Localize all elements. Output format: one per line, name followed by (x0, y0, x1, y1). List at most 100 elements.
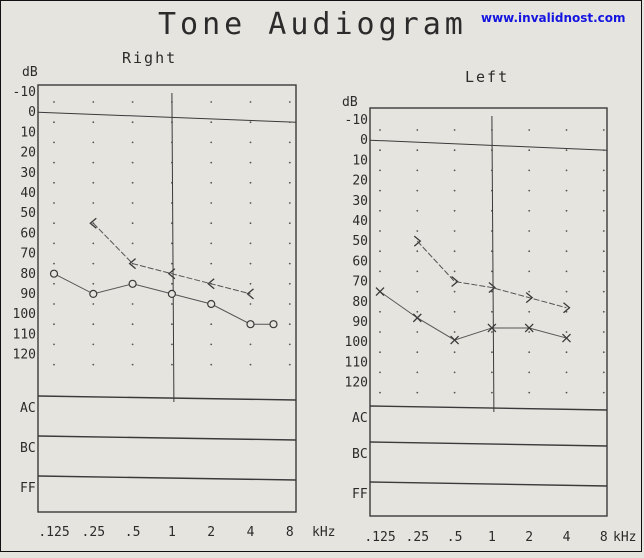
y-tick-label: 110 (13, 327, 36, 342)
grid-dot (416, 371, 419, 374)
plot-frame (369, 107, 608, 517)
x-tick-label: .5 (125, 525, 141, 540)
grid-dot (210, 363, 213, 366)
grid-dot (379, 169, 381, 172)
grid-dot (171, 282, 173, 285)
y-tick-label: 50 (352, 234, 368, 249)
x-unit-label: kHz (312, 525, 335, 540)
grid-dot (53, 222, 55, 225)
grid-dot (53, 161, 55, 164)
data-point-cross (375, 287, 385, 297)
grid-dot (528, 391, 531, 394)
grid-dot (249, 202, 252, 204)
grid-dot (379, 310, 381, 313)
x-tick-label: 4 (563, 530, 571, 545)
grid-dot (379, 270, 381, 273)
grid-dot (249, 161, 252, 164)
data-point-circle (246, 320, 255, 329)
grid-dot (131, 161, 134, 164)
data-point-bracket (413, 235, 422, 247)
grid-dot (416, 169, 419, 172)
grid-dot (210, 242, 213, 245)
x-tick-label: .25 (406, 530, 429, 545)
grid-dot (602, 129, 605, 131)
grid-dot (249, 101, 252, 103)
y-tick-label: -10 (13, 85, 36, 100)
grid-dot (53, 282, 55, 285)
grid-dot (528, 250, 531, 253)
grid-dot (453, 270, 456, 273)
grid-dot (92, 161, 95, 164)
grid-dot (131, 202, 134, 204)
grid-dot (602, 310, 605, 313)
data-point-bracket (128, 258, 137, 270)
grid-dot (210, 121, 213, 124)
grid-dot (53, 181, 55, 184)
grid-dot (528, 290, 531, 293)
grid-dot (453, 230, 456, 232)
grid-dot (416, 149, 419, 152)
grid-dot (288, 181, 291, 184)
grid-dot (288, 101, 291, 103)
data-point-bracket (451, 276, 459, 287)
chart-right: RightdBACBCFF-10010203040506070809010011… (13, 49, 336, 540)
grid-dot (453, 169, 456, 172)
grid-dot (528, 149, 531, 152)
grid-dot (602, 270, 605, 273)
grid-dot (453, 391, 456, 394)
grid-dot (92, 101, 95, 103)
grid-dot (528, 189, 531, 192)
grid-dot (416, 391, 419, 394)
y-tick-label: 10 (352, 153, 368, 168)
grid-dot (249, 141, 252, 144)
grid-dot (131, 323, 134, 326)
grid-dot (379, 129, 381, 131)
data-point-cross (487, 323, 497, 333)
grid-dot (379, 371, 381, 374)
grid-dot (53, 242, 55, 245)
grid-dot (288, 363, 291, 366)
grid-dot (602, 189, 605, 192)
data-point-bracket (563, 302, 571, 314)
grid-dot (379, 391, 381, 394)
grid-dot (131, 121, 134, 124)
grid-dot (210, 141, 213, 144)
grid-dot (379, 250, 381, 253)
grid-dot (602, 169, 605, 172)
grid-dot (92, 363, 95, 366)
grid-dot (131, 242, 134, 245)
x-tick-label: 8 (600, 530, 608, 545)
grid-dot (131, 101, 134, 103)
grid-dot (491, 371, 493, 374)
chart-left: Left dB AC BC FF -10 0 10 20 30 40 50 60 70 80 90 100 110… (342, 68, 636, 545)
grid-dot (210, 222, 213, 225)
y-tick-label: 100 (13, 307, 36, 322)
grid-dot (249, 262, 252, 265)
grid-dot (92, 181, 95, 184)
grid-dot (131, 363, 134, 366)
grid-dot (416, 209, 419, 212)
chart-title: Left (465, 68, 509, 86)
grid-dot (602, 230, 605, 232)
y-tick-label: 10 (20, 125, 36, 140)
grid-dot (249, 343, 252, 346)
plot-frame (37, 84, 297, 513)
grid-dot (210, 181, 213, 184)
grid-dot (249, 363, 252, 366)
y-tick-label: 20 (20, 146, 36, 161)
data-point-circle (49, 269, 59, 278)
y-tick-label: 60 (352, 254, 368, 269)
grid-dot (602, 290, 605, 293)
data-point-cross (524, 323, 534, 333)
grid-dot (53, 363, 55, 366)
grid-dot (565, 149, 568, 152)
grid-dot (92, 262, 95, 265)
grid-dot (53, 101, 55, 103)
grid-dot (249, 181, 252, 184)
grid-dot (565, 351, 568, 354)
grid-dot (528, 129, 531, 131)
y-tick-label: 120 (13, 348, 36, 363)
grid-dot (602, 391, 605, 394)
grid-dot (171, 363, 173, 366)
